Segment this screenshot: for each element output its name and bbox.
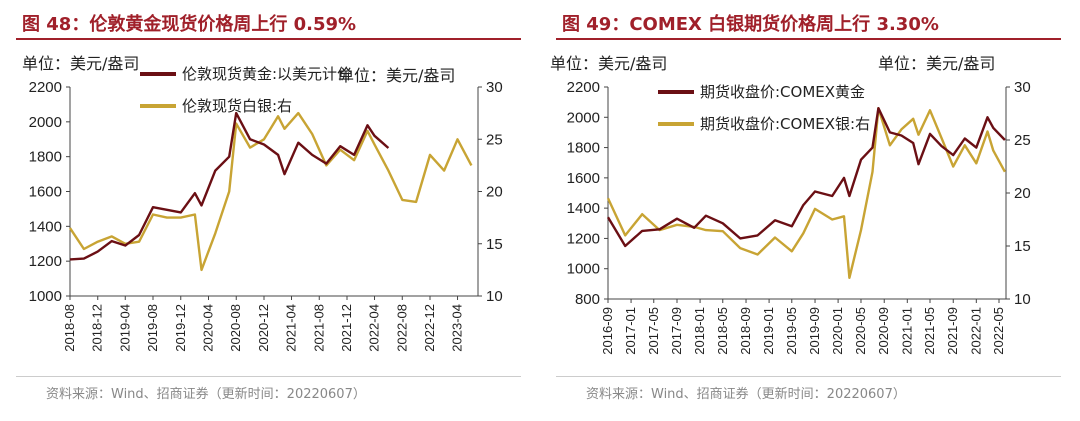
y-left-tick-label: 1600	[29, 184, 62, 201]
x-tick-label: 2019-08	[145, 304, 160, 352]
y-left-tick-label: 2200	[567, 79, 600, 96]
x-tick-label: 2019-12	[173, 304, 188, 352]
left-axis-unit: 单位：美元/盎司	[22, 54, 140, 73]
y-right-tick-label: 25	[1014, 132, 1031, 149]
y-left-tick-label: 2000	[29, 114, 62, 131]
legend-label: 伦敦现货白银:右	[182, 97, 292, 115]
x-tick-label: 2018-05	[715, 307, 730, 355]
x-tick-label: 2020-12	[256, 304, 271, 352]
x-tick-label: 2020-09	[876, 307, 891, 355]
chart-title: 图 49：COMEX 白银期货价格周上行 3.30%	[562, 14, 939, 35]
y-left-tick-label: 1200	[29, 253, 62, 270]
y-right-tick-label: 10	[1014, 291, 1031, 308]
y-right-tick-label: 20	[1014, 185, 1031, 202]
x-tick-label: 2022-08	[394, 304, 409, 352]
y-left-tick-label: 1400	[567, 200, 600, 217]
x-tick-label: 2020-04	[201, 304, 216, 352]
y-left-tick-label: 2000	[567, 109, 600, 126]
x-tick-label: 2016-09	[600, 307, 615, 355]
y-right-tick-label: 10	[486, 288, 503, 305]
panel-silver-comex: 图 49：COMEX 白银期货价格周上行 3.30% 单位：美元/盎司 单位：美…	[540, 0, 1080, 421]
x-tick-label: 2022-12	[422, 304, 437, 352]
x-tick-label: 2022-05	[991, 307, 1006, 355]
y-right-tick-label: 30	[486, 79, 503, 96]
x-tick-label: 2017-09	[669, 307, 684, 355]
title-rule	[16, 38, 521, 40]
left-axis-unit: 单位：美元/盎司	[550, 54, 668, 73]
y-left-tick-label: 1800	[567, 140, 600, 157]
x-tick-label: 2019-04	[117, 304, 132, 352]
right-axis-unit: 单位：美元/盎司	[878, 54, 996, 73]
x-tick-label: 2022-01	[968, 307, 983, 355]
legend-label: 期货收盘价:COMEX黄金	[700, 83, 865, 101]
x-tick-label: 2021-04	[284, 304, 299, 352]
y-right-tick-label: 20	[486, 184, 503, 201]
source-note: 资料来源：Wind、招商证券（更新时间：20220607）	[586, 387, 906, 402]
x-tick-label: 2020-08	[228, 304, 243, 352]
y-left-tick-label: 1400	[29, 218, 62, 235]
panel-gold-london: 图 48：伦敦黄金现货价格周上行 0.59% 单位：美元/盎司 单位：美元/盎司…	[16, 14, 521, 402]
y-left-tick-label: 1000	[567, 261, 600, 278]
y-right-tick-label: 25	[486, 131, 503, 148]
x-tick-label: 2021-12	[339, 304, 354, 352]
x-tick-label: 2021-09	[945, 307, 960, 355]
y-left-tick-label: 1600	[567, 170, 600, 187]
legend-label: 期货收盘价:COMEX银:右	[700, 115, 870, 133]
series-line-silver	[69, 111, 473, 272]
right-axis-unit: 单位：美元/盎司	[338, 66, 456, 85]
x-tick-label: 2018-01	[692, 307, 707, 355]
y-left-tick-label: 1000	[29, 288, 62, 305]
x-tick-label: 2017-05	[646, 307, 661, 355]
y-left-tick-label: 800	[575, 291, 600, 308]
x-tick-label: 2019-09	[807, 307, 822, 355]
x-tick-label: 2023-04	[450, 304, 465, 352]
x-tick-label: 2020-05	[853, 307, 868, 355]
chart-svg: 800 1000 1200 1400 1600 1800 2000 2200 10 15 20 25 3…	[567, 79, 1031, 355]
y-right-tick-label: 15	[486, 236, 503, 253]
source-rule	[16, 376, 521, 377]
source-rule	[556, 376, 1061, 377]
x-tick-label: 2021-08	[311, 304, 326, 352]
x-tick-label: 2018-08	[62, 304, 77, 352]
chart-title: 图 48：伦敦黄金现货价格周上行 0.59%	[22, 14, 357, 35]
series-line-gold	[606, 106, 1006, 248]
x-tick-label: 2017-01	[623, 307, 638, 355]
series-line-silver	[606, 106, 1006, 279]
series-line-gold	[69, 111, 390, 261]
x-tick-label: 2020-01	[830, 307, 845, 355]
x-tick-label: 2021-05	[922, 307, 937, 355]
source-note: 资料来源：Wind、招商证券（更新时间：20220607）	[46, 387, 366, 402]
title-rule	[556, 38, 1061, 40]
x-tick-label: 2018-09	[738, 307, 753, 355]
x-tick-label: 2019-05	[784, 307, 799, 355]
y-right-tick-label: 30	[1014, 79, 1031, 96]
x-tick-label: 2021-01	[899, 307, 914, 355]
y-right-tick-label: 15	[1014, 238, 1031, 255]
chart-svg: 1000 1200 1400 1600 1800 2000 2200 10 15 20 25 30 20…	[29, 65, 503, 352]
y-left-tick-label: 1200	[567, 230, 600, 247]
legend-label: 伦敦现货黄金:以美元计价	[182, 65, 352, 83]
x-tick-label: 2022-04	[367, 304, 382, 352]
x-tick-label: 2018-12	[90, 304, 105, 352]
y-left-tick-label: 2200	[29, 79, 62, 96]
y-left-tick-label: 1800	[29, 149, 62, 166]
x-tick-label: 2019-01	[761, 307, 776, 355]
